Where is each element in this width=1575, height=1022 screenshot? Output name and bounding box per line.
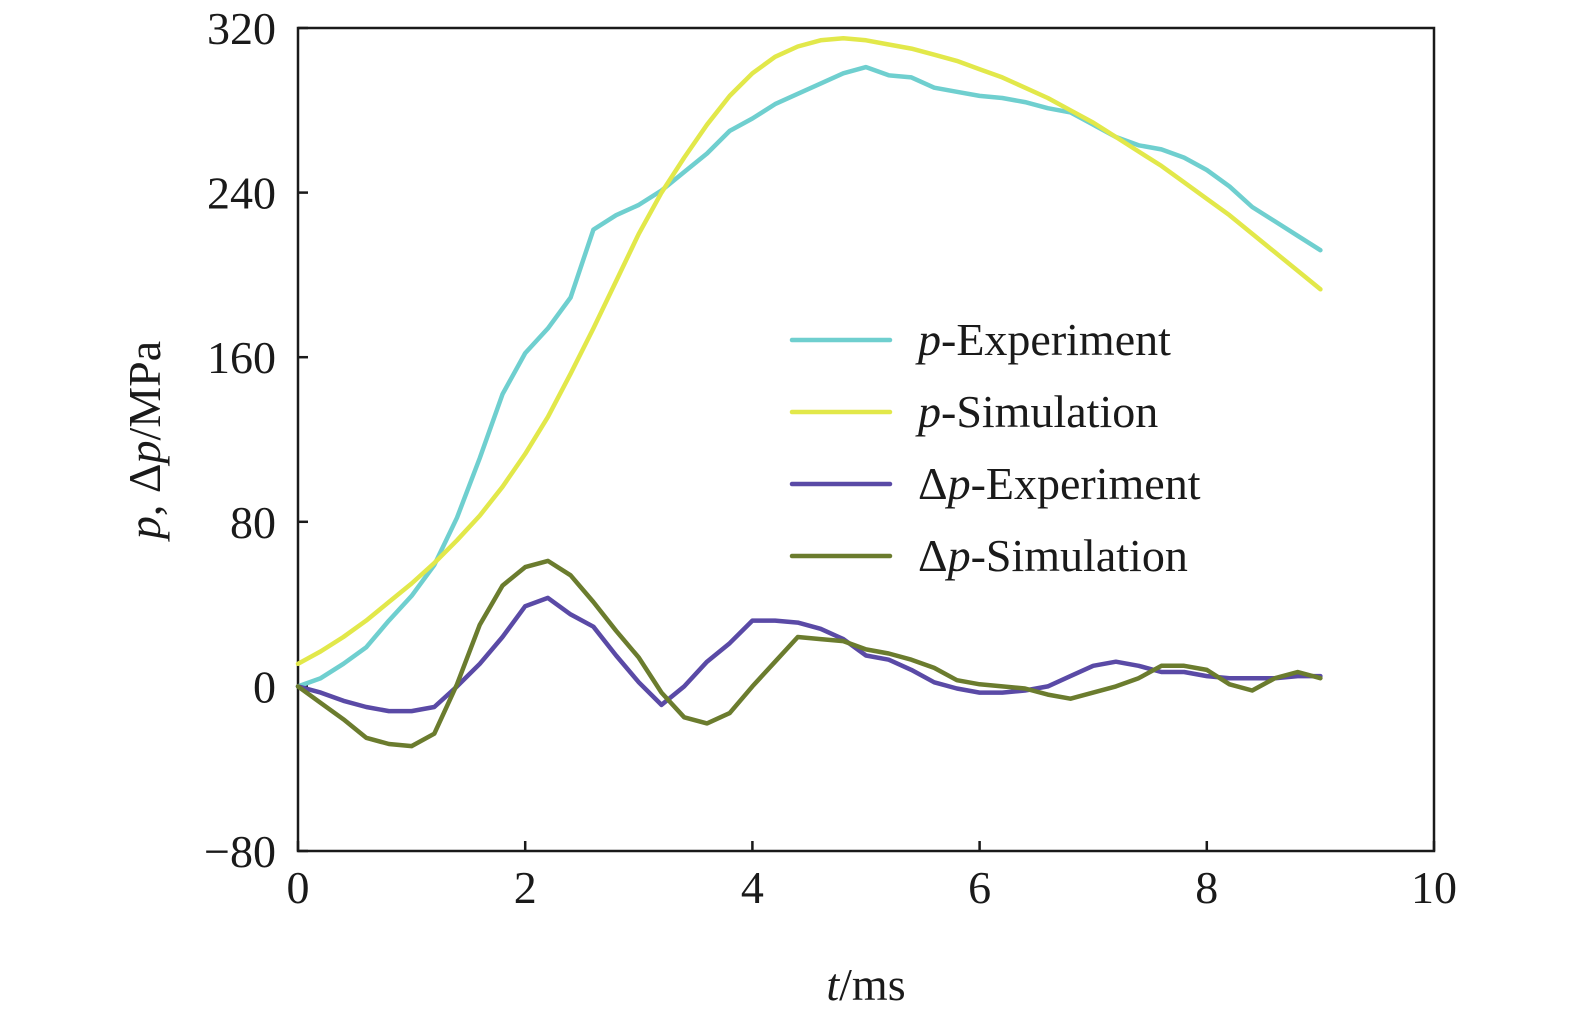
legend: p-Experiment p-Simulation Δp-Experiment Δp-… [789,314,1201,581]
x-tick-label: 10 [1411,862,1457,913]
y-tick-label: 0 [253,661,276,712]
y-tick-label: −80 [204,826,276,877]
y-tick-label: 320 [207,3,276,54]
x-axis-ticks: 0 2 4 6 8 10 [287,841,1457,913]
x-tick-label: 4 [741,862,764,913]
y-tick-label: 240 [207,168,276,219]
series-lines [295,36,1323,749]
y-tick-label: 80 [230,497,276,548]
series-line-4 [295,558,1323,749]
legend-label: p-Experiment [915,314,1171,365]
x-tick-label: 8 [1195,862,1218,913]
x-tick-label: 6 [968,862,991,913]
legend-label: p-Simulation [915,386,1158,437]
series-line-1 [295,64,1323,689]
x-axis-title: t/ms [826,959,905,1010]
y-axis-ticks: −80 0 80 160 240 320 [204,3,308,877]
x-tick-label: 0 [287,862,310,913]
plot-frame [296,26,1436,853]
series-line-3 [295,595,1323,714]
series-line-2 [295,36,1323,667]
x-tick-label: 2 [514,862,537,913]
y-tick-label: 160 [207,332,276,383]
legend-label: Δp-Experiment [918,458,1201,509]
y-axis-title: p, Δp/MPa [119,341,170,542]
legend-label: Δp-Simulation [918,530,1188,581]
